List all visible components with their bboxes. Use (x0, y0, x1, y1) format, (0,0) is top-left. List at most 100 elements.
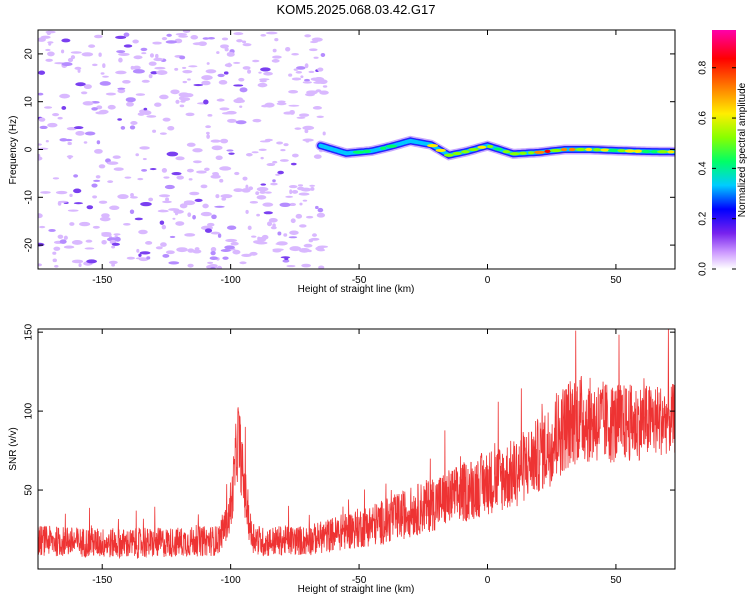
noise-blob (272, 179, 276, 183)
noise-blob (167, 125, 175, 131)
signal-hotspot (370, 148, 380, 152)
colorbar-label: Normalized spectral amplitude (737, 82, 748, 217)
noise-blob (275, 173, 280, 176)
noise-blob (47, 122, 58, 128)
noise-blob (201, 75, 213, 81)
noise-blob (92, 195, 98, 199)
noise-blob (143, 107, 148, 111)
noise-blob (233, 188, 244, 193)
snr-y-label: SNR (v/v) (8, 427, 19, 470)
noise-blob (285, 46, 291, 52)
noise-blob (308, 238, 314, 243)
noise-blob (120, 125, 126, 130)
noise-blob (175, 99, 180, 104)
noise-blob (190, 35, 199, 40)
noise-blob (286, 264, 296, 268)
noise-blob (107, 104, 116, 110)
noise-blob (63, 245, 75, 249)
noise-blob (302, 125, 315, 130)
noise-blob (211, 145, 223, 151)
noise-blob (101, 232, 112, 237)
noise-blob (38, 213, 43, 219)
signal-hotspot (461, 150, 470, 154)
noise-blob (123, 44, 133, 48)
noise-blob (220, 194, 233, 199)
noise-blob (186, 142, 196, 147)
noise-blob (200, 211, 212, 217)
noise-blob (137, 177, 144, 181)
noise-blob (238, 77, 245, 82)
signal-hotspot (667, 150, 675, 154)
signal-hotspot (435, 148, 446, 153)
noise-blob (67, 141, 72, 146)
noise-blob (98, 200, 108, 204)
colorbar-tick-label: 0.2 (698, 211, 709, 225)
noise-blob (57, 234, 64, 239)
noise-blob (257, 236, 261, 241)
noise-blob (258, 71, 262, 74)
noise-blob (260, 33, 267, 37)
noise-blob (205, 69, 217, 74)
colorbar-tick-label: 0.8 (698, 60, 709, 74)
noise-blob (291, 77, 302, 81)
noise-blob (245, 152, 253, 157)
noise-blob (260, 183, 267, 186)
noise-blob (166, 33, 172, 37)
noise-blob (178, 35, 189, 38)
noise-blob (241, 188, 251, 193)
noise-blob (161, 167, 168, 173)
noise-blob (285, 195, 294, 198)
noise-blob (46, 30, 52, 36)
noise-blob (129, 125, 136, 130)
noise-blob (272, 160, 278, 164)
noise-blob (141, 79, 150, 83)
noise-blob (235, 120, 247, 125)
noise-blob (148, 61, 157, 66)
noise-blob (230, 241, 239, 246)
noise-blob (140, 202, 152, 207)
noise-blob (200, 184, 208, 189)
noise-blob (176, 247, 188, 253)
noise-blob (302, 81, 312, 84)
noise-blob (252, 118, 262, 123)
noise-blob (188, 65, 198, 68)
noise-blob (71, 259, 84, 264)
noise-blob (70, 55, 76, 60)
noise-blob (217, 233, 222, 238)
signal-hotspot (427, 144, 439, 148)
noise-blob (111, 245, 116, 249)
noise-blob (219, 178, 224, 183)
noise-blob (126, 256, 136, 260)
noise-blob (242, 40, 247, 44)
noise-blob (210, 251, 216, 256)
signal-hotspot (444, 153, 454, 157)
noise-blob (276, 241, 288, 246)
y-tick-label: -20 (24, 237, 35, 252)
noise-blob (283, 111, 294, 115)
signal-hotspot (452, 151, 462, 156)
noise-blob (139, 146, 150, 150)
noise-blob (192, 160, 202, 164)
noise-blob (88, 44, 96, 48)
noise-blob (159, 94, 169, 100)
noise-blob (165, 40, 178, 44)
noise-blob (38, 117, 46, 122)
noise-blob (61, 38, 71, 43)
noise-blob (187, 212, 192, 218)
noise-blob (257, 82, 268, 88)
y-tick-label: 50 (24, 484, 35, 496)
noise-blob (216, 51, 220, 54)
noise-blob (101, 213, 110, 219)
x-tick-label: -50 (352, 275, 367, 286)
noise-blob (142, 110, 152, 115)
noise-blob (93, 179, 101, 182)
noise-blob (123, 222, 131, 226)
snr-x-label: Height of straight line (km) (298, 584, 415, 595)
noise-blob (175, 32, 188, 36)
noise-blob (261, 104, 269, 108)
noise-blob (310, 187, 315, 191)
noise-blob (291, 53, 299, 56)
noise-blob (168, 208, 180, 211)
x-tick-label: 0 (485, 275, 491, 286)
